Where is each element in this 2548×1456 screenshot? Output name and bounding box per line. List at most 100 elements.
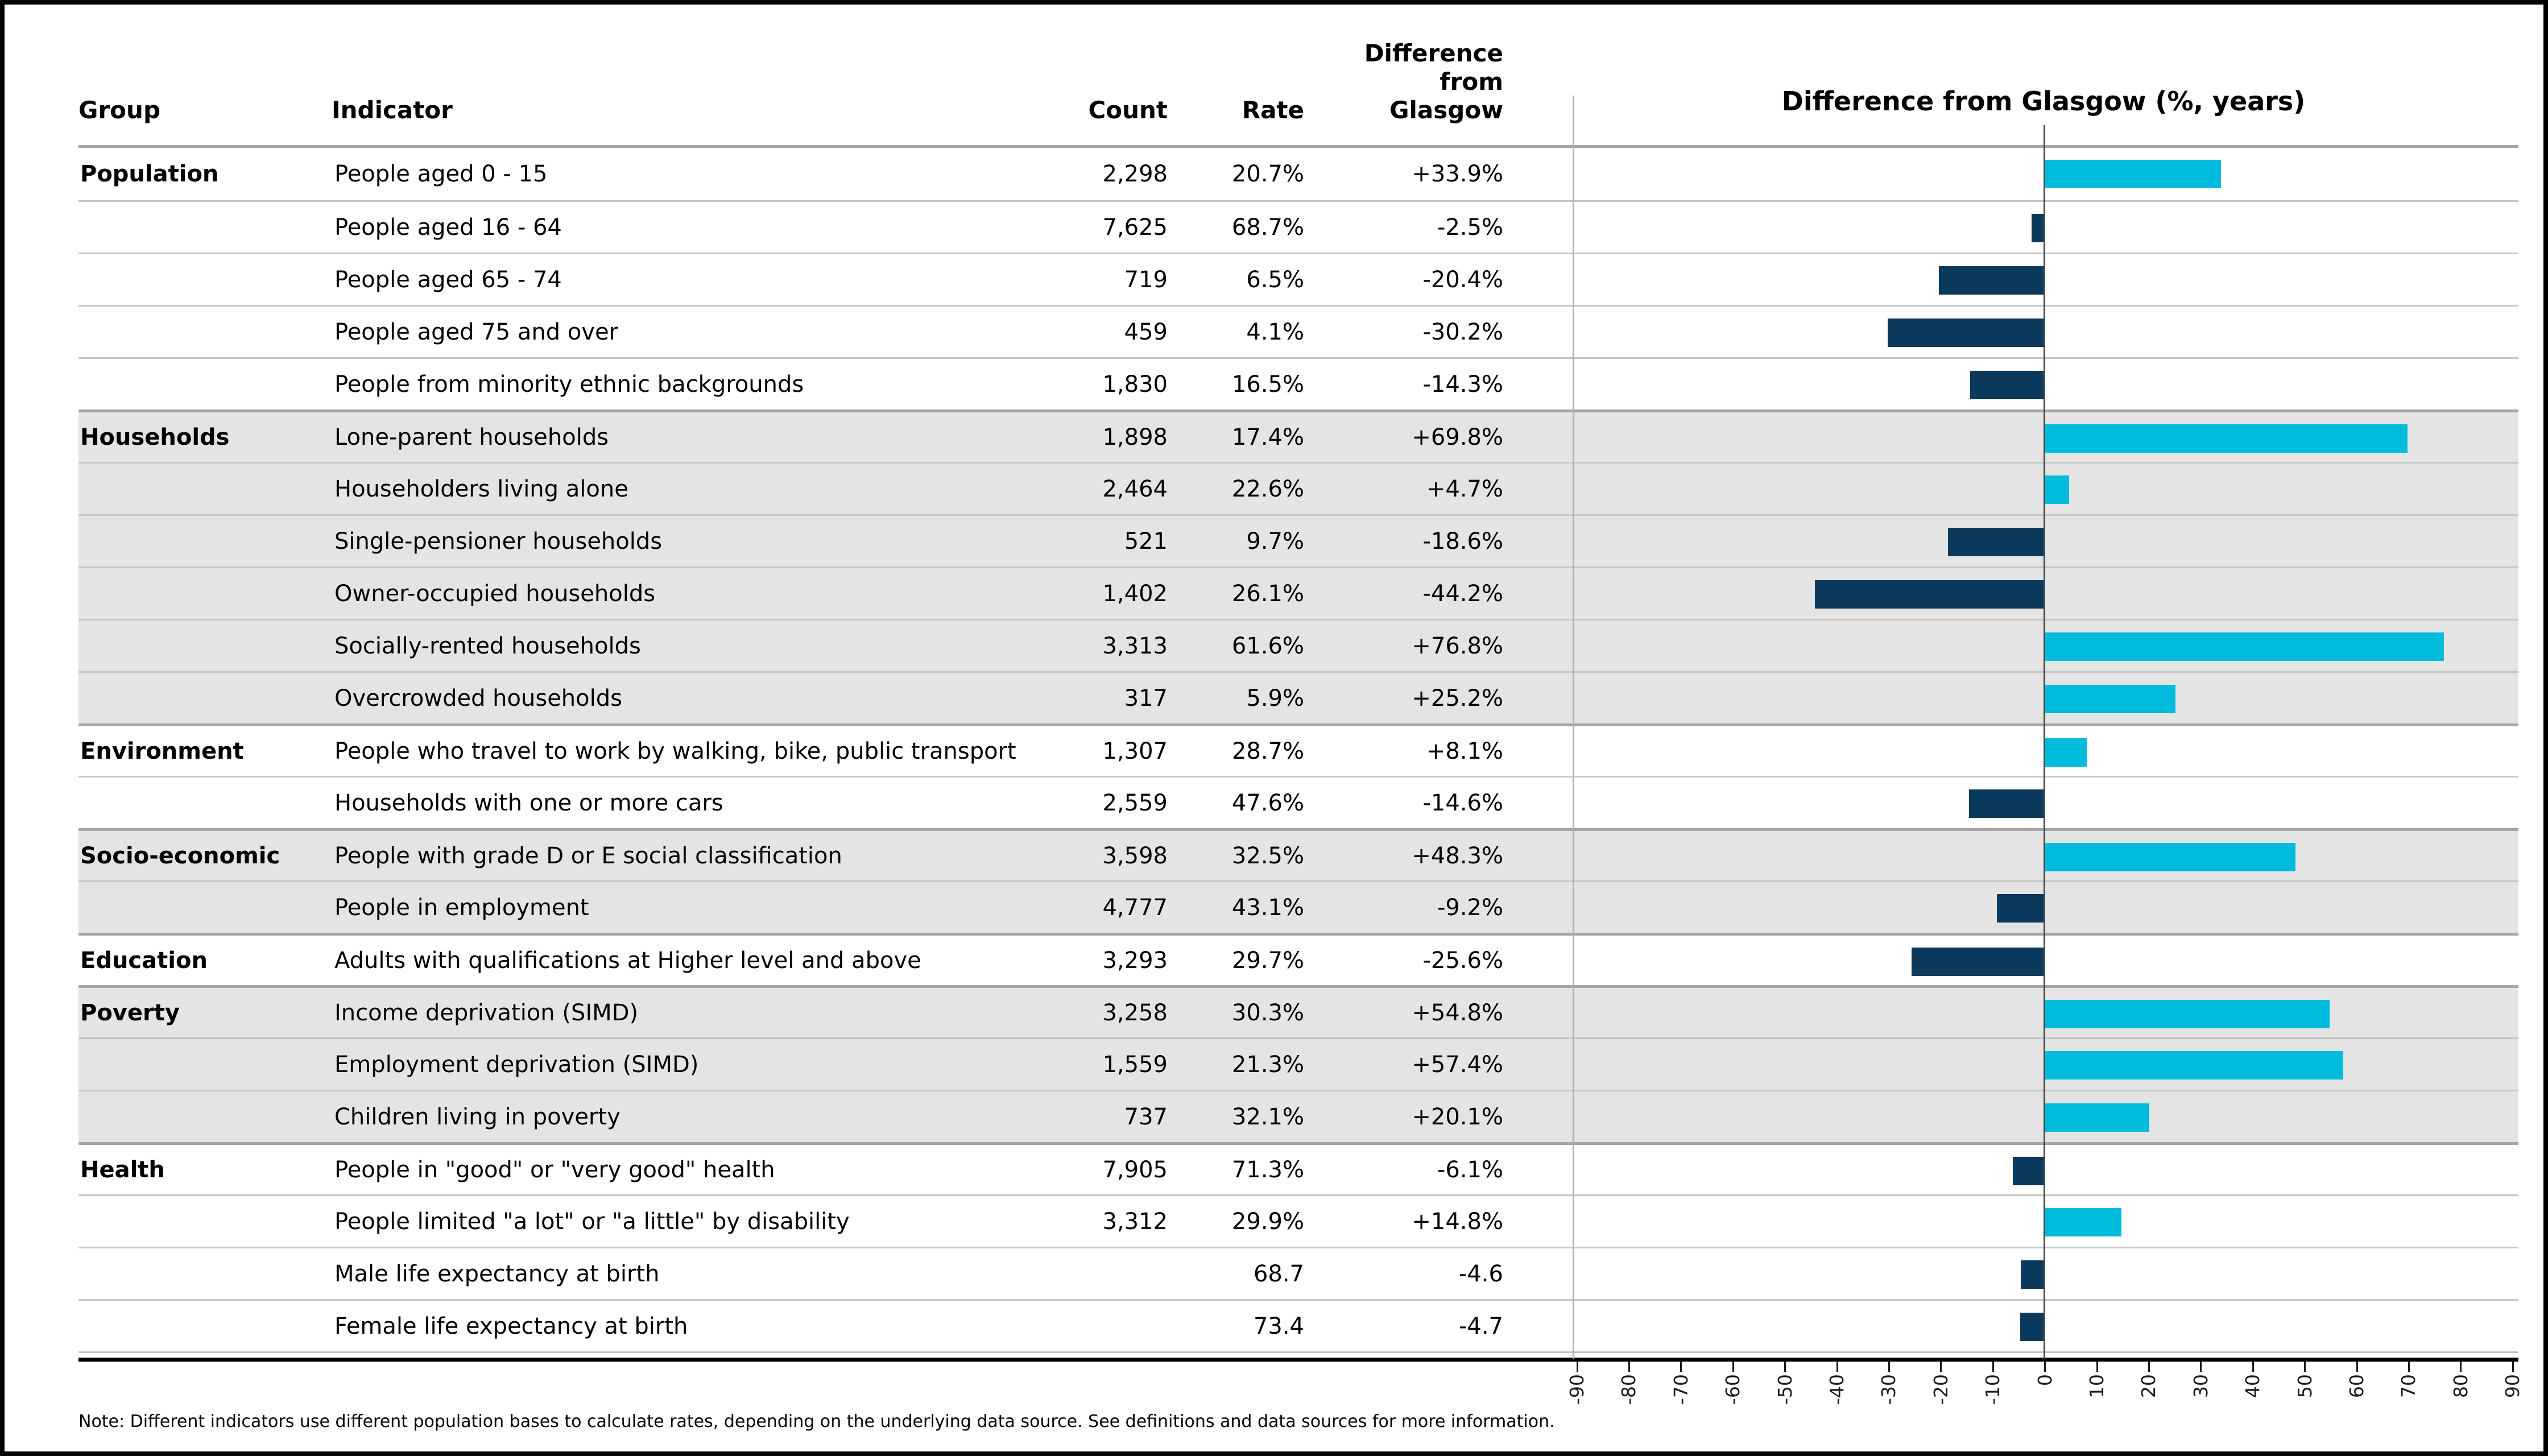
rate-cell: 16.5%: [1231, 371, 1304, 398]
x-axis-tick-label: 0: [2033, 1374, 2056, 1386]
difference-cell: -9.2%: [1437, 894, 1503, 921]
rate-cell: 29.7%: [1231, 947, 1304, 974]
chart-cell: [1515, 307, 2518, 357]
x-axis-tick: [1940, 1362, 1942, 1372]
difference-cell: +33.9%: [1412, 161, 1503, 187]
header-count-label: Count: [1088, 96, 1168, 124]
x-axis-tick-label: -10: [1982, 1374, 2004, 1405]
chart-cell: [1515, 1301, 2518, 1351]
diff-bar: [2045, 475, 2069, 504]
table-row: People aged 65 - 74 719 6.5% -20.4%: [78, 253, 2518, 305]
x-axis-tick: [1784, 1362, 1786, 1372]
x-axis-tick-label: 60: [2346, 1374, 2368, 1398]
rate-cell: 68.7%: [1231, 214, 1304, 241]
table-row: Socio-economic People with grade D or E s…: [78, 828, 2518, 880]
indicator-cell: Income deprivation (SIMD): [334, 999, 639, 1026]
indicator-cell: Children living in poverty: [334, 1103, 621, 1130]
difference-cell: +76.8%: [1412, 632, 1503, 659]
count-cell: 3,293: [1102, 947, 1168, 974]
difference-cell: -2.5%: [1437, 214, 1503, 241]
difference-cell: +20.1%: [1412, 1103, 1503, 1130]
count-cell: 3,598: [1102, 842, 1168, 869]
chart-cell: [1515, 1248, 2518, 1299]
diff-bar: [1970, 371, 2045, 399]
table-row: People from minority ethnic backgrounds 1…: [78, 357, 2518, 410]
indicator-cell: People in "good" or "very good" health: [334, 1156, 775, 1183]
chart-cell: [1515, 359, 2518, 410]
x-axis-tick-label: 70: [2397, 1374, 2420, 1398]
group-name-cell: Poverty: [80, 999, 180, 1026]
diff-bar: [2045, 160, 2221, 188]
rate-cell: 29.9%: [1231, 1208, 1304, 1235]
chart-cell: [1515, 1091, 2518, 1142]
diff-bar: [1887, 318, 2045, 347]
table-row: Households with one or more cars 2,559 47.…: [78, 776, 2518, 828]
chart-cell: [1515, 988, 2518, 1037]
difference-cell: -14.6%: [1422, 789, 1503, 816]
indicator-cell: People aged 75 and over: [334, 318, 619, 345]
x-axis-tick-label: -70: [1669, 1374, 1692, 1405]
count-cell: 3,313: [1102, 632, 1168, 659]
count-cell: 317: [1124, 685, 1168, 712]
x-axis-tick-label: -50: [1773, 1374, 1796, 1405]
table-row: Employment deprivation (SIMD) 1,559 21.3% +…: [78, 1037, 2518, 1090]
diff-bar: [1815, 580, 2045, 609]
diff-bar: [1947, 528, 2045, 556]
chart-cell: [1515, 568, 2518, 619]
table-row: Male life expectancy at birth 68.7 -4.6: [78, 1247, 2518, 1299]
chart-cell: [1515, 254, 2518, 305]
rate-cell: 71.3%: [1231, 1156, 1304, 1183]
count-cell: 3,312: [1102, 1208, 1168, 1235]
indicator-cell: People aged 0 - 15: [334, 161, 548, 187]
chart-cell: [1515, 1039, 2518, 1090]
table-row: Environment People who travel to work by …: [78, 723, 2518, 776]
rate-cell: 68.7: [1253, 1260, 1304, 1287]
table-rows: Population People aged 0 - 15 2,298 20.7% +3…: [78, 148, 2518, 1353]
x-axis-tick: [1732, 1362, 1734, 1372]
diff-bar: [2045, 424, 2408, 453]
group-name-cell: Health: [80, 1156, 165, 1183]
x-axis-tick: [1992, 1362, 1994, 1372]
rate-cell: 30.3%: [1231, 999, 1304, 1026]
difference-cell: +14.8%: [1412, 1208, 1503, 1235]
table-row: Owner-occupied households 1,402 26.1% -44.2…: [78, 566, 2518, 619]
count-cell: 1,559: [1102, 1051, 1168, 1078]
indicator-cell: People aged 16 - 64: [334, 214, 562, 241]
chart-title: Difference from Glasgow (%, years): [1781, 86, 2306, 117]
diff-bar: [2020, 1260, 2045, 1289]
chart-cell: [1515, 464, 2518, 514]
indicator-cell: Householders living alone: [334, 475, 628, 502]
diff-bar: [2045, 738, 2087, 767]
table-row: Socially-rented households 3,313 61.6% +76.…: [78, 619, 2518, 671]
x-axis-tick: [1680, 1362, 1682, 1372]
table-row: Households Lone-parent households 1,898 17.…: [78, 410, 2518, 462]
header-rate-label: Rate: [1242, 96, 1304, 124]
diff-bar: [2045, 843, 2296, 871]
indicator-cell: Households with one or more cars: [334, 789, 723, 816]
x-axis-tick: [2044, 1362, 2046, 1372]
x-axis-tick-label: 40: [2241, 1374, 2264, 1398]
x-axis-tick: [2096, 1362, 2098, 1372]
rate-cell: 73.4: [1253, 1313, 1304, 1339]
difference-cell: +57.4%: [1412, 1051, 1503, 1078]
rate-cell: 32.5%: [1231, 842, 1304, 869]
chart-cell: [1515, 831, 2518, 880]
diff-bar: [2045, 1208, 2122, 1236]
count-cell: 4,777: [1102, 894, 1168, 921]
x-axis-tick: [2304, 1362, 2306, 1372]
difference-cell: +25.2%: [1412, 685, 1503, 712]
difference-cell: -18.6%: [1422, 528, 1503, 555]
rate-cell: 28.7%: [1231, 738, 1304, 764]
indicator-cell: People who travel to work by walking, bi…: [334, 738, 1016, 764]
rate-cell: 5.9%: [1246, 685, 1304, 712]
table-row: Female life expectancy at birth 73.4 -4.7: [78, 1299, 2518, 1351]
group-name-cell: Education: [80, 947, 208, 974]
rate-cell: 32.1%: [1231, 1103, 1304, 1130]
indicator-cell: Female life expectancy at birth: [334, 1313, 688, 1339]
difference-cell: -14.3%: [1422, 371, 1503, 398]
count-cell: 1,830: [1102, 371, 1168, 398]
count-cell: 459: [1124, 318, 1168, 345]
indicator-cell: Single-pensioner households: [334, 528, 663, 555]
chart-cell: [1515, 673, 2518, 723]
indicator-cell: Lone-parent households: [334, 424, 609, 450]
